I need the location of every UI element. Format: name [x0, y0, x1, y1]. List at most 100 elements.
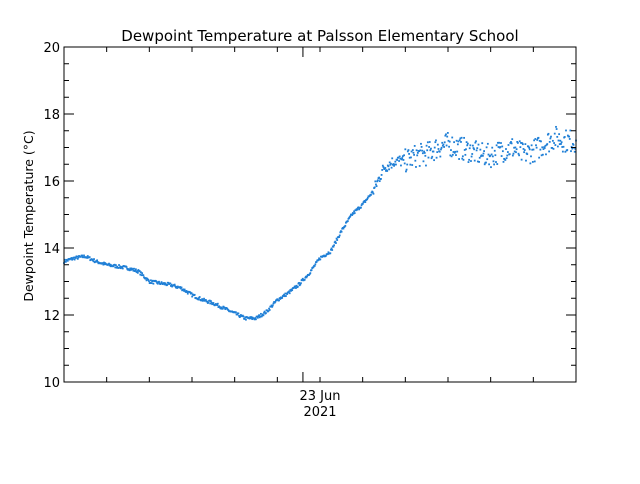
data-point — [395, 163, 397, 166]
data-point — [472, 147, 475, 149]
data-point — [338, 234, 341, 237]
data-point — [465, 148, 467, 151]
data-point — [406, 150, 409, 153]
data-point — [335, 237, 338, 240]
data-point — [410, 150, 413, 153]
data-point — [129, 269, 132, 271]
data-point — [393, 164, 395, 167]
x-tick-label-year: 2021 — [303, 405, 336, 420]
data-point — [491, 146, 494, 149]
data-point — [288, 292, 291, 295]
data-point — [183, 289, 185, 292]
data-point — [338, 236, 340, 238]
data-point — [561, 150, 564, 153]
data-point — [351, 214, 354, 216]
data-point — [294, 285, 297, 288]
data-point — [238, 314, 240, 317]
data-point — [511, 154, 514, 157]
data-point — [73, 258, 76, 261]
data-point — [574, 148, 577, 150]
data-point — [471, 144, 474, 147]
data-point — [526, 153, 529, 156]
data-point — [108, 264, 111, 267]
data-point — [442, 143, 445, 146]
data-point — [541, 153, 544, 156]
data-point — [571, 143, 574, 145]
data-point — [76, 257, 79, 260]
axis-ticks — [64, 46, 576, 383]
data-point — [499, 146, 502, 148]
data-point — [380, 174, 383, 176]
data-point — [433, 146, 436, 149]
data-point — [214, 304, 217, 306]
data-point — [278, 299, 280, 302]
data-point — [421, 152, 424, 155]
data-point — [538, 139, 541, 142]
data-point — [119, 265, 122, 268]
data-point — [394, 160, 397, 163]
data-point — [210, 300, 212, 302]
data-point — [358, 208, 360, 211]
data-point — [564, 150, 567, 153]
data-point — [384, 167, 387, 169]
data-point — [390, 162, 392, 165]
data-point — [408, 156, 411, 159]
data-point — [176, 287, 179, 289]
data-point — [398, 155, 401, 158]
data-point — [113, 263, 116, 266]
data-point — [227, 309, 230, 312]
data-point — [258, 316, 261, 319]
data-point — [558, 133, 561, 136]
data-point — [357, 206, 360, 209]
data-point — [554, 144, 557, 146]
data-point — [115, 266, 118, 269]
data-point — [509, 142, 512, 144]
data-point — [288, 290, 290, 293]
data-point — [475, 140, 477, 143]
data-point — [560, 143, 562, 145]
y-tick-label: 12 — [43, 309, 60, 324]
data-point — [368, 195, 371, 197]
data-point — [319, 258, 322, 261]
data-point — [131, 268, 134, 270]
data-point — [109, 263, 112, 266]
data-point — [396, 159, 399, 161]
data-point — [406, 163, 409, 166]
data-point — [310, 269, 313, 271]
data-point — [445, 133, 447, 136]
data-point — [540, 140, 542, 143]
data-point — [206, 300, 209, 303]
data-point — [182, 288, 185, 291]
data-point — [403, 162, 406, 165]
data-point — [295, 284, 298, 287]
data-point — [148, 280, 150, 283]
data-point — [425, 144, 428, 147]
data-point — [265, 312, 267, 314]
data-point — [441, 144, 444, 147]
data-point — [304, 276, 307, 279]
data-point — [428, 141, 431, 143]
data-point — [356, 208, 359, 211]
data-point — [139, 273, 142, 276]
data-point — [352, 212, 355, 215]
data-point — [488, 163, 490, 166]
data-point — [244, 316, 247, 319]
data-point — [448, 145, 450, 148]
data-point — [140, 274, 143, 277]
data-point — [478, 156, 481, 159]
data-point — [134, 268, 137, 271]
data-point — [296, 285, 299, 288]
data-point — [381, 169, 384, 171]
data-point — [416, 154, 419, 157]
data-point — [117, 267, 120, 269]
data-point — [416, 152, 419, 154]
data-point — [386, 170, 389, 172]
data-point — [528, 148, 531, 151]
data-point — [360, 204, 363, 207]
data-point — [405, 168, 408, 171]
data-point — [271, 304, 274, 307]
data-point — [547, 132, 550, 135]
data-point — [473, 159, 476, 162]
data-point — [510, 141, 512, 143]
data-point — [477, 143, 480, 146]
